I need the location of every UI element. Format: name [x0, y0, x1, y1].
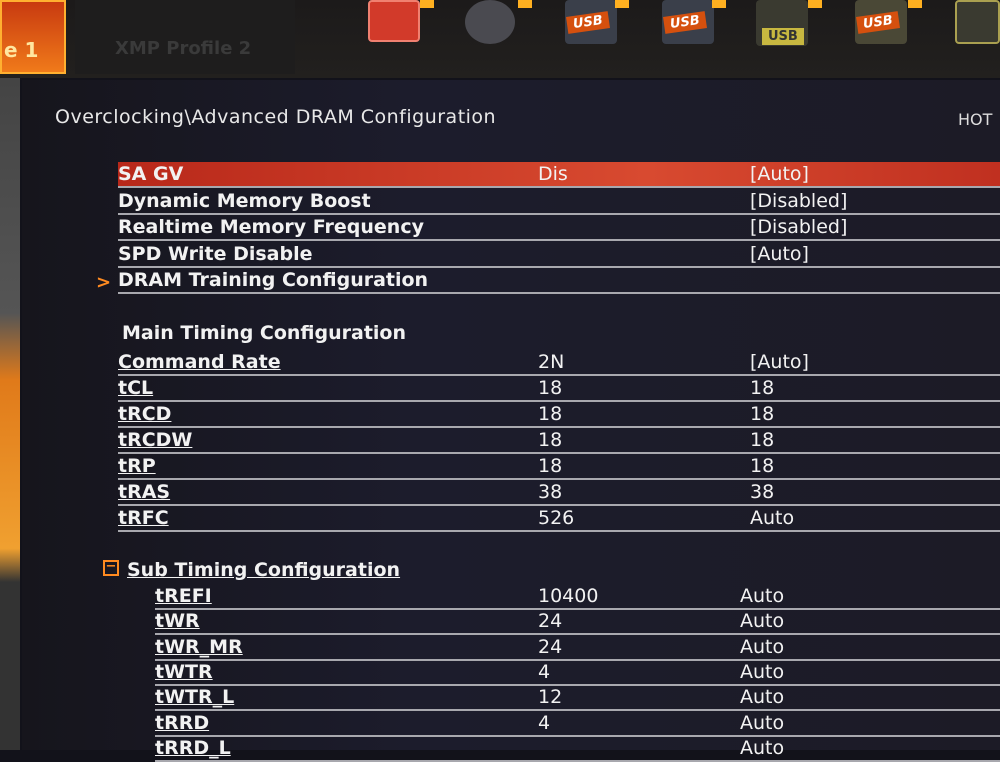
collapse-icon[interactable]: −	[103, 560, 119, 576]
setting-row[interactable]: tRCD 18 18	[118, 402, 1000, 428]
current-value: 18	[538, 429, 563, 451]
setting-name: tWR	[155, 610, 200, 633]
current-value: 38	[538, 481, 563, 503]
current-value: 12	[538, 686, 563, 709]
setting-row[interactable]: tRRD_L Auto	[155, 736, 1000, 762]
sub-timing-header[interactable]: Sub Timing Configuration	[127, 559, 401, 581]
setting-value: [Disabled]	[750, 216, 848, 238]
current-value: 4	[538, 660, 551, 683]
setting-name: Command Rate	[118, 351, 281, 373]
setting-row[interactable]: SA GV Dis [Auto]	[118, 162, 1000, 188]
setting-row[interactable]: tRFC 526 Auto	[118, 506, 1000, 532]
setting-value: [Auto]	[750, 351, 809, 373]
main-panel	[22, 80, 1000, 750]
setting-row[interactable]: tRAS 38 38	[118, 480, 1000, 506]
setting-row[interactable]: tCL 18 18	[118, 376, 1000, 402]
setting-name: Realtime Memory Frequency	[118, 216, 424, 238]
current-value: Dis	[538, 163, 568, 185]
setting-name: tWTR_L	[155, 686, 235, 709]
setting-name: tRAS	[118, 481, 171, 503]
setting-value: [Auto]	[750, 163, 809, 185]
boot-device-usb-floppy-icon[interactable]: USB	[855, 0, 907, 44]
setting-name: tREFI	[155, 585, 212, 607]
breadcrumb: Overclocking\Advanced DRAM Configuration	[55, 106, 497, 128]
setting-value: Auto	[740, 635, 785, 658]
setting-value: Auto	[740, 711, 785, 734]
setting-row[interactable]: tWR_MR 24 Auto	[155, 635, 1000, 661]
setting-name: SA GV	[118, 163, 184, 185]
setting-row[interactable]: tWTR_L 12 Auto	[155, 685, 1000, 712]
setting-value: 38	[750, 481, 775, 503]
setting-row[interactable]: Command Rate 2N [Auto]	[118, 350, 1000, 376]
setting-name: tRFC	[118, 507, 169, 529]
top-bar: e 1 XMP Profile 2 USB USB USB USB	[0, 0, 1000, 78]
setting-name: tCL	[118, 377, 154, 399]
setting-name: tWR_MR	[155, 635, 243, 658]
setting-name: tRRD_L	[155, 736, 231, 759]
setting-name: tRP	[118, 455, 156, 477]
current-value: 24	[538, 635, 563, 658]
setting-name: tRRD	[155, 711, 210, 734]
current-value: 24	[538, 610, 563, 633]
setting-row[interactable]: tWTR 4 Auto	[155, 660, 1000, 686]
setting-value: 18	[750, 377, 775, 399]
setting-value: [Auto]	[750, 242, 809, 265]
main-timing-header: Main Timing Configuration	[122, 322, 407, 344]
setting-name: SPD Write Disable	[118, 242, 313, 265]
current-value: 10400	[538, 585, 599, 607]
xmp-profile-1-tab[interactable]: e 1	[0, 0, 66, 74]
setting-value: Auto	[740, 660, 785, 683]
submenu-arrow-icon: >	[96, 272, 112, 293]
setting-value: 18	[750, 429, 775, 451]
setting-value: Auto	[740, 585, 785, 607]
xmp-profile-2-tab[interactable]: XMP Profile 2	[75, 0, 295, 74]
boot-device-optical-icon[interactable]	[465, 0, 515, 44]
setting-row[interactable]: Realtime Memory Frequency [Disabled]	[118, 215, 1000, 241]
setting-row[interactable]: tRRD 4 Auto	[155, 711, 1000, 737]
setting-value: 18	[750, 455, 775, 477]
setting-value: Auto	[750, 507, 795, 529]
current-value: 18	[538, 377, 563, 399]
setting-name: tWTR	[155, 660, 213, 683]
setting-value: [Disabled]	[750, 189, 848, 212]
setting-row[interactable]: Dynamic Memory Boost [Disabled]	[118, 189, 1000, 215]
boot-device-hdd-icon[interactable]	[368, 0, 420, 42]
current-value: 526	[538, 507, 575, 529]
boot-device-usb-icon[interactable]: USB	[565, 0, 617, 44]
setting-row[interactable]: tWR 24 Auto	[155, 609, 1000, 636]
setting-value: Auto	[740, 736, 785, 759]
setting-value: 18	[750, 403, 775, 425]
boot-device-network-icon[interactable]	[955, 0, 1000, 44]
current-value: 4	[538, 711, 551, 734]
setting-name: tRCD	[118, 403, 172, 425]
setting-value: Auto	[740, 686, 785, 709]
setting-name: DRAM Training Configuration	[118, 269, 429, 291]
setting-row[interactable]: DRAM Training Configuration	[118, 268, 1000, 294]
setting-value: Auto	[740, 610, 785, 633]
setting-row[interactable]: tREFI 10400 Auto	[155, 584, 1000, 610]
setting-row[interactable]: tRP 18 18	[118, 454, 1000, 480]
hotkey-button[interactable]: HOT	[958, 110, 993, 129]
side-tab-strip	[0, 78, 20, 750]
setting-name: Dynamic Memory Boost	[118, 189, 371, 212]
setting-name: tRCDW	[118, 429, 193, 451]
boot-device-usb-key-icon[interactable]: USB	[756, 0, 808, 46]
boot-device-usb-cd-icon[interactable]: USB	[662, 0, 714, 44]
current-value: 18	[538, 403, 563, 425]
setting-row[interactable]: SPD Write Disable [Auto]	[118, 242, 1000, 268]
current-value: 2N	[538, 351, 565, 373]
current-value: 18	[538, 455, 563, 477]
setting-row[interactable]: tRCDW 18 18	[118, 428, 1000, 454]
